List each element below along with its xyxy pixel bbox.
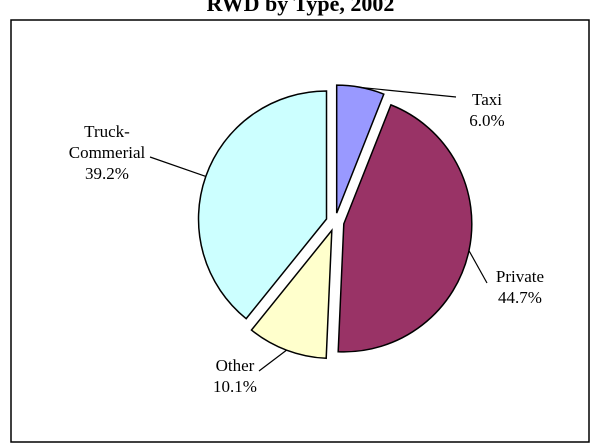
value-label: 39.2% <box>85 164 129 183</box>
category-label: Private <box>495 267 545 286</box>
category-label: Truck-Commerial <box>68 122 146 162</box>
pie-slice <box>337 103 473 353</box>
leader-line <box>468 250 488 284</box>
leader-line <box>258 349 287 372</box>
category-label: Other <box>215 356 255 375</box>
pie-slice <box>335 84 385 214</box>
value-label: 6.0% <box>469 111 505 130</box>
pie-slice <box>197 90 328 320</box>
value-label: 44.7% <box>498 288 542 307</box>
value-label: 10.1% <box>213 377 257 396</box>
slice-label: Private 44.7% <box>465 266 575 308</box>
leader-line <box>149 156 207 177</box>
slice-label: Truck-Commerial 39.2% <box>57 121 157 184</box>
category-label: Taxi <box>472 90 502 109</box>
slice-label: Taxi 6.0% <box>432 89 542 131</box>
leader-line <box>360 86 457 98</box>
slice-label: Other 10.1% <box>190 355 280 397</box>
pie-slice <box>250 228 333 360</box>
chart-title: RWD by Type, 2002 <box>206 0 395 16</box>
